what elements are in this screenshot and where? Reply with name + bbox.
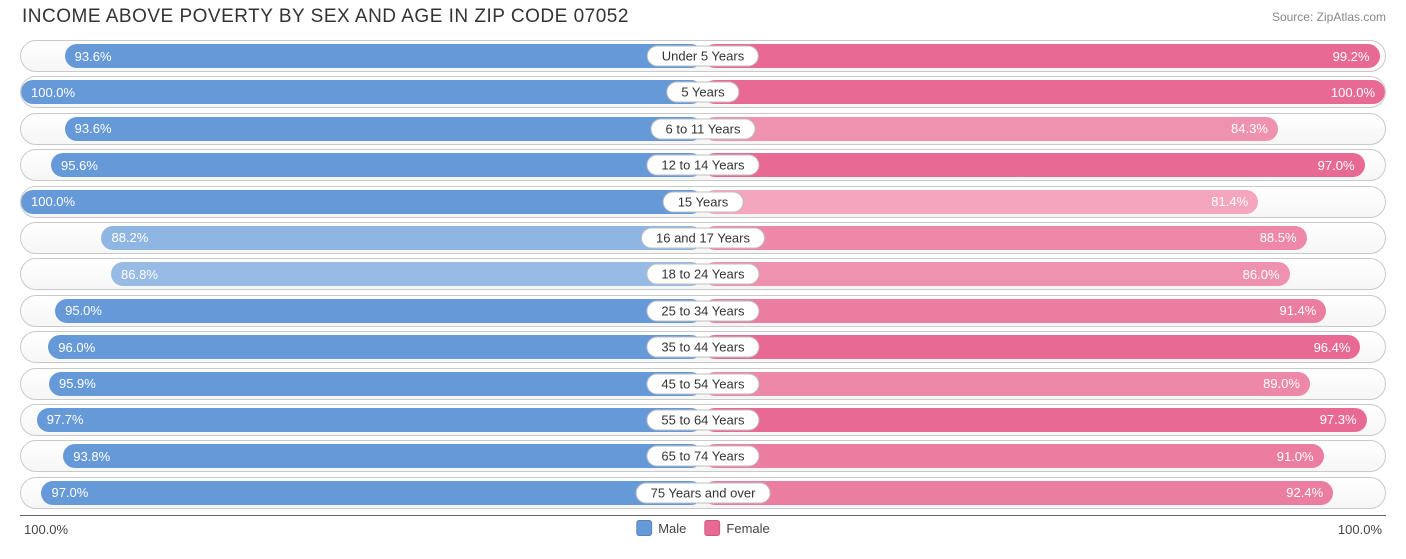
female-bar: 88.5% bbox=[703, 226, 1307, 250]
category-label: 5 Years bbox=[666, 82, 739, 103]
chart-row: 100.0% 81.4% 15 Years bbox=[20, 186, 1386, 218]
male-bar: 93.6% bbox=[65, 117, 703, 141]
male-bar: 100.0% bbox=[21, 190, 703, 214]
male-value: 97.0% bbox=[51, 485, 88, 500]
female-bar: 84.3% bbox=[703, 117, 1278, 141]
legend-female-label: Female bbox=[726, 521, 769, 536]
male-bar: 95.0% bbox=[55, 299, 703, 323]
source-label: Source: ZipAtlas.com bbox=[1272, 10, 1386, 24]
female-bar: 92.4% bbox=[703, 481, 1333, 505]
female-value: 97.3% bbox=[1320, 412, 1357, 427]
female-value: 84.3% bbox=[1231, 121, 1268, 136]
female-value: 88.5% bbox=[1260, 230, 1297, 245]
category-label: 25 to 34 Years bbox=[646, 300, 759, 321]
male-value: 95.9% bbox=[59, 376, 96, 391]
axis-tick-left: 100.0% bbox=[24, 522, 68, 537]
male-bar: 96.0% bbox=[48, 335, 703, 359]
female-value: 96.4% bbox=[1314, 340, 1351, 355]
female-bar: 81.4% bbox=[703, 190, 1258, 214]
chart-row: 86.8% 86.0% 18 to 24 Years bbox=[20, 258, 1386, 290]
female-value: 97.0% bbox=[1318, 158, 1355, 173]
male-swatch bbox=[636, 520, 652, 536]
female-value: 100.0% bbox=[1331, 85, 1375, 100]
female-value: 86.0% bbox=[1243, 267, 1280, 282]
chart-row: 95.0% 91.4% 25 to 34 Years bbox=[20, 295, 1386, 327]
female-bar: 97.3% bbox=[703, 408, 1367, 432]
male-value: 93.8% bbox=[73, 449, 110, 464]
diverging-bar-chart: 93.6% 99.2% Under 5 Years 100.0% 100.0% 5 Yea… bbox=[20, 40, 1386, 513]
male-value: 100.0% bbox=[31, 85, 75, 100]
female-bar: 91.0% bbox=[703, 444, 1324, 468]
chart-row: 97.0% 92.4% 75 Years and over bbox=[20, 477, 1386, 509]
male-value: 88.2% bbox=[111, 230, 148, 245]
legend-item-female: Female bbox=[704, 520, 769, 536]
category-label: 15 Years bbox=[663, 191, 744, 212]
male-value: 96.0% bbox=[58, 340, 95, 355]
male-bar: 95.6% bbox=[51, 153, 703, 177]
chart-row: 100.0% 100.0% 5 Years bbox=[20, 76, 1386, 108]
category-label: 55 to 64 Years bbox=[646, 409, 759, 430]
chart-row: 88.2% 88.5% 16 and 17 Years bbox=[20, 222, 1386, 254]
category-label: 16 and 17 Years bbox=[641, 227, 765, 248]
male-bar: 86.8% bbox=[111, 262, 703, 286]
female-bar: 100.0% bbox=[703, 80, 1385, 104]
chart-title: INCOME ABOVE POVERTY BY SEX AND AGE IN Z… bbox=[22, 6, 629, 28]
chart-row: 95.6% 97.0% 12 to 14 Years bbox=[20, 149, 1386, 181]
male-bar: 88.2% bbox=[101, 226, 703, 250]
male-value: 95.6% bbox=[61, 158, 98, 173]
female-bar: 86.0% bbox=[703, 262, 1290, 286]
male-value: 93.6% bbox=[75, 121, 112, 136]
category-label: 18 to 24 Years bbox=[646, 264, 759, 285]
male-bar: 93.6% bbox=[65, 44, 703, 68]
chart-row: 93.6% 99.2% Under 5 Years bbox=[20, 40, 1386, 72]
chart-row: 97.7% 97.3% 55 to 64 Years bbox=[20, 404, 1386, 436]
legend-male-label: Male bbox=[658, 521, 686, 536]
male-value: 97.7% bbox=[47, 412, 84, 427]
male-bar: 95.9% bbox=[49, 372, 703, 396]
male-bar: 97.0% bbox=[41, 481, 703, 505]
female-value: 99.2% bbox=[1333, 49, 1370, 64]
male-value: 100.0% bbox=[31, 194, 75, 209]
female-bar: 89.0% bbox=[703, 372, 1310, 396]
x-axis: 100.0% 100.0% Male Female bbox=[20, 515, 1386, 559]
chart-row: 95.9% 89.0% 45 to 54 Years bbox=[20, 368, 1386, 400]
female-value: 91.0% bbox=[1277, 449, 1314, 464]
category-label: Under 5 Years bbox=[647, 46, 759, 67]
female-value: 92.4% bbox=[1286, 485, 1323, 500]
male-bar: 93.8% bbox=[63, 444, 703, 468]
chart-row: 93.8% 91.0% 65 to 74 Years bbox=[20, 440, 1386, 472]
male-bar: 97.7% bbox=[37, 408, 703, 432]
axis-tick-right: 100.0% bbox=[1338, 522, 1382, 537]
female-value: 81.4% bbox=[1211, 194, 1248, 209]
category-label: 65 to 74 Years bbox=[646, 446, 759, 467]
male-value: 93.6% bbox=[75, 49, 112, 64]
category-label: 35 to 44 Years bbox=[646, 337, 759, 358]
female-bar: 99.2% bbox=[703, 44, 1380, 68]
legend-item-male: Male bbox=[636, 520, 686, 536]
category-label: 75 Years and over bbox=[636, 482, 771, 503]
legend: Male Female bbox=[636, 520, 770, 536]
chart-row: 96.0% 96.4% 35 to 44 Years bbox=[20, 331, 1386, 363]
category-label: 45 to 54 Years bbox=[646, 373, 759, 394]
female-value: 91.4% bbox=[1279, 303, 1316, 318]
male-bar: 100.0% bbox=[21, 80, 703, 104]
male-value: 95.0% bbox=[65, 303, 102, 318]
female-bar: 96.4% bbox=[703, 335, 1360, 359]
category-label: 12 to 14 Years bbox=[646, 155, 759, 176]
female-bar: 97.0% bbox=[703, 153, 1365, 177]
female-swatch bbox=[704, 520, 720, 536]
female-bar: 91.4% bbox=[703, 299, 1326, 323]
female-value: 89.0% bbox=[1263, 376, 1300, 391]
category-label: 6 to 11 Years bbox=[651, 118, 756, 139]
chart-row: 93.6% 84.3% 6 to 11 Years bbox=[20, 113, 1386, 145]
male-value: 86.8% bbox=[121, 267, 158, 282]
